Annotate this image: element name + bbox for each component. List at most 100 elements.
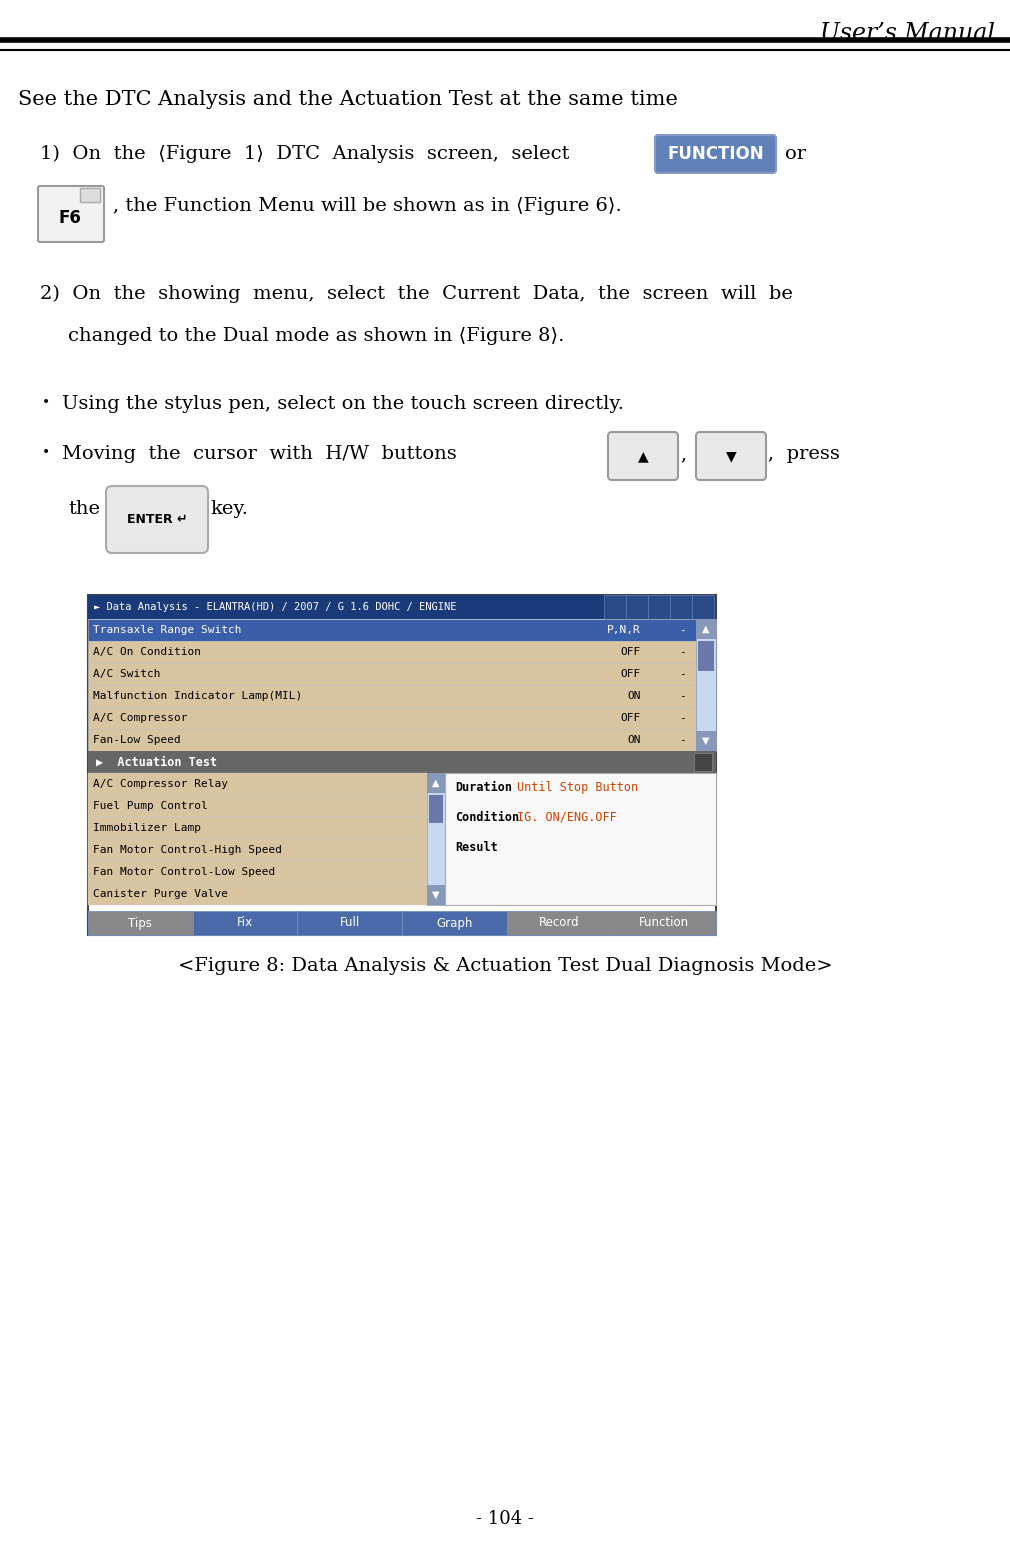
Bar: [88, 816, 427, 839]
Bar: [193, 911, 297, 935]
Bar: [507, 911, 611, 935]
Text: Moving  the  cursor  with  H/W  buttons: Moving the cursor with H/W buttons: [62, 445, 457, 462]
Bar: [88, 685, 696, 707]
Bar: [88, 795, 427, 816]
Text: Fix: Fix: [237, 917, 254, 929]
FancyBboxPatch shape: [608, 431, 678, 479]
Text: <Figure 8: Data Analysis & Actuation Test Dual Diagnosis Mode>: <Figure 8: Data Analysis & Actuation Tes…: [178, 957, 832, 976]
Text: ENTER ↵: ENTER ↵: [126, 513, 187, 526]
Bar: [88, 618, 696, 642]
Text: Transaxle Range Switch: Transaxle Range Switch: [93, 625, 241, 635]
Text: ▼: ▼: [432, 890, 439, 900]
Text: A/C Compressor: A/C Compressor: [93, 713, 188, 724]
Text: OFF: OFF: [621, 713, 641, 724]
Bar: [445, 773, 716, 904]
Bar: [88, 773, 427, 795]
Text: Graph: Graph: [436, 917, 473, 929]
Bar: [429, 795, 443, 822]
Text: FUNCTION: FUNCTION: [668, 145, 764, 162]
Text: Function: Function: [638, 917, 689, 929]
Bar: [604, 595, 626, 618]
Bar: [88, 861, 427, 883]
Bar: [696, 618, 716, 638]
Text: Record: Record: [538, 917, 580, 929]
Bar: [88, 663, 696, 685]
Text: ▼: ▼: [702, 736, 710, 747]
Bar: [626, 595, 648, 618]
Text: User’s Manual: User’s Manual: [820, 22, 995, 45]
Text: ► Data Analysis - ELANTRA(HD) / 2007 / G 1.6 DOHC / ENGINE: ► Data Analysis - ELANTRA(HD) / 2007 / G…: [94, 601, 457, 612]
Text: the: the: [68, 499, 100, 518]
Text: Fan Motor Control-Low Speed: Fan Motor Control-Low Speed: [93, 867, 276, 877]
Text: 1)  On  the  ⟨Figure  1⟩  DTC  Analysis  screen,  select: 1) On the ⟨Figure 1⟩ DTC Analysis screen…: [40, 145, 570, 164]
Text: -: -: [680, 625, 686, 635]
Text: Immobilizer Lamp: Immobilizer Lamp: [93, 822, 201, 833]
Text: Fan Motor Control-High Speed: Fan Motor Control-High Speed: [93, 846, 282, 855]
Bar: [88, 751, 716, 773]
Text: IG. ON/ENG.OFF: IG. ON/ENG.OFF: [517, 812, 617, 824]
Text: Result: Result: [454, 841, 498, 853]
Bar: [427, 773, 445, 793]
Text: Until Stop Button: Until Stop Button: [517, 781, 638, 795]
Text: -: -: [680, 691, 686, 700]
Text: ▲: ▲: [637, 448, 648, 462]
Text: •: •: [42, 394, 50, 410]
Text: P,N,R: P,N,R: [607, 625, 641, 635]
Text: ▲: ▲: [702, 625, 710, 634]
Text: changed to the Dual mode as shown in ⟨Figure 8⟩.: changed to the Dual mode as shown in ⟨Fi…: [68, 328, 565, 345]
Bar: [88, 595, 716, 618]
Bar: [696, 618, 716, 751]
Text: ▼: ▼: [726, 448, 736, 462]
Text: Using the stylus pen, select on the touch screen directly.: Using the stylus pen, select on the touc…: [62, 394, 624, 413]
Bar: [698, 642, 714, 671]
Text: ON: ON: [627, 691, 641, 700]
Text: Fan-Low Speed: Fan-Low Speed: [93, 734, 181, 745]
Bar: [696, 731, 716, 751]
Bar: [297, 911, 402, 935]
Text: or: or: [785, 145, 806, 162]
Text: Full: Full: [339, 917, 360, 929]
Text: ,  press: , press: [768, 445, 840, 462]
Bar: [88, 911, 193, 935]
Bar: [88, 707, 696, 730]
FancyBboxPatch shape: [106, 485, 208, 553]
Text: See the DTC Analysis and the Actuation Test at the same time: See the DTC Analysis and the Actuation T…: [18, 90, 678, 110]
Bar: [88, 595, 716, 935]
Text: Duration: Duration: [454, 781, 512, 795]
Bar: [648, 595, 670, 618]
Text: OFF: OFF: [621, 669, 641, 679]
Text: Fuel Pump Control: Fuel Pump Control: [93, 801, 208, 812]
Bar: [88, 642, 696, 663]
Text: , the Function Menu will be shown as in ⟨Figure 6⟩.: , the Function Menu will be shown as in …: [113, 196, 622, 215]
Text: Condition: Condition: [454, 812, 519, 824]
Bar: [427, 773, 445, 904]
Text: -: -: [680, 713, 686, 724]
Text: -: -: [680, 669, 686, 679]
Bar: [611, 911, 716, 935]
Text: ▲: ▲: [432, 778, 439, 788]
Bar: [402, 911, 507, 935]
Text: A/C Switch: A/C Switch: [93, 669, 161, 679]
FancyBboxPatch shape: [655, 135, 776, 173]
Bar: [88, 883, 427, 904]
Text: A/C On Condition: A/C On Condition: [93, 646, 201, 657]
Bar: [88, 730, 696, 751]
Text: - 104 -: - 104 -: [476, 1510, 534, 1527]
Text: ,: ,: [680, 445, 686, 462]
Bar: [88, 839, 427, 861]
Text: F6: F6: [58, 209, 81, 227]
Text: Tips: Tips: [128, 917, 153, 929]
Bar: [80, 189, 100, 203]
Text: •: •: [42, 445, 50, 459]
Bar: [670, 595, 692, 618]
Text: -: -: [680, 734, 686, 745]
Text: ▶  Actuation Test: ▶ Actuation Test: [96, 756, 217, 768]
Text: 2)  On  the  showing  menu,  select  the  Current  Data,  the  screen  will  be: 2) On the showing menu, select the Curre…: [40, 284, 793, 303]
Text: -: -: [680, 646, 686, 657]
Bar: [694, 753, 712, 771]
FancyBboxPatch shape: [696, 431, 766, 479]
Text: Canister Purge Valve: Canister Purge Valve: [93, 889, 228, 900]
Bar: [427, 884, 445, 904]
Text: ON: ON: [627, 734, 641, 745]
Bar: [692, 595, 714, 618]
